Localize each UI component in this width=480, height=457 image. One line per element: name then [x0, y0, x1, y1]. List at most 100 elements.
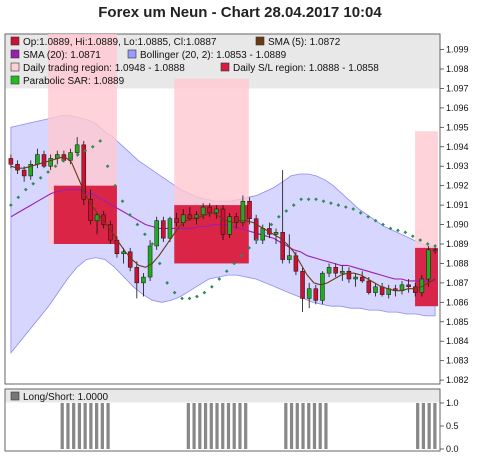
candle-body — [247, 200, 252, 219]
candle-body — [359, 276, 365, 282]
candle-body — [326, 267, 332, 274]
sl-region-1 — [174, 205, 249, 264]
price-tick-label-13: 1.095 — [446, 122, 469, 132]
legend: Op:1.0889, Hi:1.0889, Lo:1.0885, Cl:1.08… — [10, 36, 379, 87]
candle-body — [8, 158, 14, 165]
candle-22 — [154, 216, 159, 250]
sar-dot-16 — [128, 212, 132, 217]
candle-body — [154, 220, 159, 247]
candle-body — [28, 164, 34, 177]
candle-body — [240, 200, 246, 223]
longshort-bar-31 — [433, 403, 437, 449]
price-tick-label-10: 1.092 — [446, 181, 469, 191]
longshort-bar-13 — [209, 403, 213, 449]
candle-body — [234, 216, 239, 223]
longshort-bar-21 — [289, 403, 294, 449]
sar-dot-47 — [358, 211, 363, 215]
sar-dot-43 — [329, 201, 333, 206]
sar-dot-18 — [143, 232, 147, 237]
longshort-bar-29 — [421, 403, 426, 449]
candle-63 — [426, 245, 431, 287]
candle-body — [220, 208, 226, 235]
price-tick-label-0: 1.082 — [446, 375, 469, 385]
sar-dot-13 — [105, 164, 110, 169]
sar-dot-36 — [276, 214, 281, 219]
candle-42 — [287, 234, 292, 264]
trading-region-2 — [415, 131, 438, 248]
sma5-line — [10, 155, 436, 292]
sar-dot-52 — [396, 228, 400, 233]
candle-19 — [134, 261, 140, 299]
longshort-tick-label-1: 0.5 — [446, 421, 459, 431]
sar-dot-55 — [418, 238, 423, 242]
candle-41 — [280, 170, 285, 264]
legend-label-5: Daily S/L region: 1.0888 - 1.0858 — [233, 63, 379, 74]
longshort-bar-26 — [318, 403, 322, 449]
candle-body — [426, 249, 431, 280]
price-tick-label-15: 1.097 — [446, 83, 469, 93]
candle-52 — [353, 273, 358, 287]
candle-body — [432, 249, 438, 252]
candle-60 — [406, 279, 411, 293]
sar-dot-44 — [336, 203, 341, 207]
longshort-bar-3 — [77, 403, 82, 449]
price-tick-label-3: 1.085 — [446, 317, 469, 327]
candle-body — [260, 228, 266, 241]
candle-body — [333, 267, 338, 274]
candle-24 — [167, 216, 173, 243]
sar-dot-4 — [38, 176, 43, 180]
candle-11 — [81, 140, 87, 206]
price-tick-label-4: 1.086 — [446, 297, 469, 307]
candle-body — [88, 199, 93, 221]
candle-49 — [333, 263, 338, 278]
candle-55 — [373, 282, 378, 297]
candle-body — [167, 218, 173, 239]
sar-dot-45 — [343, 205, 348, 209]
candle-body — [280, 232, 285, 260]
candle-body — [406, 284, 411, 288]
longshort-bar-4 — [83, 403, 87, 449]
sar-dot-42 — [321, 199, 326, 204]
longshort-tick-label-0: 1.0 — [446, 398, 459, 408]
candle-25 — [174, 212, 179, 227]
sar-dot-35 — [269, 222, 274, 227]
candle-body — [207, 206, 212, 214]
sar-dot-28 — [217, 277, 222, 281]
sar-dot-32 — [247, 246, 251, 250]
longshort-bar-7 — [100, 403, 104, 449]
longshort-bar-15 — [221, 403, 225, 449]
candle-0 — [8, 154, 14, 169]
candle-53 — [359, 271, 365, 283]
candle-44 — [300, 267, 305, 313]
candle-10 — [74, 137, 80, 157]
candle-body — [214, 208, 219, 214]
candle-50 — [340, 265, 345, 281]
price-tick-label-11: 1.093 — [446, 161, 469, 171]
candle-5 — [41, 150, 47, 169]
sar-dot-48 — [366, 214, 370, 219]
longshort-bar-17 — [232, 403, 236, 449]
candle-46 — [313, 284, 319, 305]
sar-dot-19 — [150, 242, 155, 246]
longshort-bar-30 — [427, 403, 431, 449]
candle-36 — [247, 197, 252, 225]
sar-dot-54 — [410, 234, 415, 239]
sar-dot-3 — [31, 181, 36, 186]
sar-dot-53 — [403, 230, 408, 235]
sar-dot-50 — [381, 222, 385, 227]
sar-dot-41 — [314, 197, 318, 202]
sar-dot-33 — [254, 238, 259, 242]
longshort-bar-0 — [60, 403, 64, 449]
longshort-tick-label-2: 0.0 — [446, 444, 459, 454]
longshort-bar-22 — [295, 403, 299, 449]
candle-body — [68, 152, 73, 161]
sar-dot-39 — [299, 197, 303, 202]
sar-dot-38 — [291, 203, 296, 207]
sar-dot-51 — [388, 226, 393, 231]
candle-6 — [48, 154, 53, 171]
candle-32 — [220, 205, 226, 241]
candle-47 — [320, 271, 325, 305]
sar-dot-7 — [61, 158, 65, 163]
longshort-plot — [60, 403, 437, 449]
longshort-bar-9 — [186, 403, 190, 449]
